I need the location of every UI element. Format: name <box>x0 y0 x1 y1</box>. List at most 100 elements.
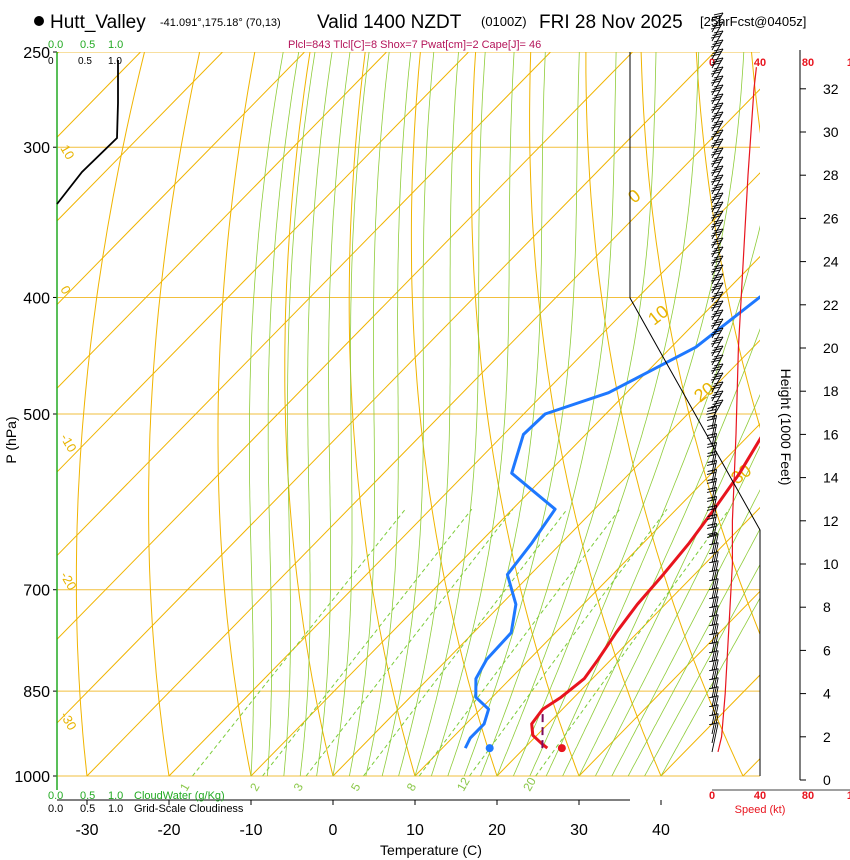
wind-barb-feather <box>707 478 717 481</box>
wind-barb-feather <box>707 442 717 445</box>
wind-barb-feather <box>713 93 724 97</box>
wind-barb-feather <box>707 460 717 463</box>
wind-barb-feather <box>713 102 724 106</box>
isotherm-0 <box>332 339 760 777</box>
mixing-ratio-2 <box>262 508 473 777</box>
wind-barb <box>709 704 719 735</box>
wind-barb-feather <box>712 393 722 396</box>
wind-barb-feather <box>707 433 717 436</box>
wind-barb-feather <box>713 111 724 115</box>
wind-barb-feather <box>713 75 724 79</box>
wind-barb-feather <box>710 71 721 75</box>
wind-barb-staff <box>711 650 719 681</box>
wind-barb-feather <box>710 197 721 201</box>
wind-barb-feather <box>710 368 721 372</box>
isotherm-label--10: -10 <box>57 431 79 455</box>
wind-barb-feather <box>712 195 722 198</box>
top-cloud-tick-0: 0.0 <box>48 39 63 51</box>
wind-barb-staff <box>711 587 719 618</box>
wind-barb-feather <box>713 84 724 88</box>
isotherm-label-0: 0 <box>624 185 644 207</box>
dry-adiabat <box>695 52 760 429</box>
wind-barb-staff <box>711 514 718 537</box>
wind-barb <box>706 406 718 429</box>
temperature-tick--30: -30 <box>75 822 98 839</box>
station-dot-icon <box>34 16 44 26</box>
wind-barb-feather <box>712 294 722 297</box>
wind-barb-feather <box>713 273 724 277</box>
wind-barb-feather <box>713 237 724 241</box>
wind-barb-feather <box>710 350 721 354</box>
wind-barb-feather <box>709 686 719 690</box>
wind-barb-feather <box>706 498 717 502</box>
wind-barb-feather <box>713 39 724 43</box>
height-tick-28: 28 <box>823 167 839 183</box>
wind-barb <box>709 641 719 672</box>
wind-barb-staff <box>711 478 718 501</box>
wind-barb-feather <box>713 363 724 367</box>
wind-barb-feather <box>712 375 722 378</box>
wind-barb-feather <box>710 44 721 48</box>
moist-adiabat <box>299 52 333 777</box>
wind-barb-feather <box>712 150 722 153</box>
wind-barb-feather <box>712 96 722 99</box>
wind-barb-feather <box>712 402 722 405</box>
dry-adiabat <box>471 52 580 777</box>
wind-barb-feather <box>710 89 721 93</box>
dry-adiabat <box>348 52 416 777</box>
stability-indices: Plcl=843 Tlcl[C]=8 Shox=7 Pwat[cm]=2 Cap… <box>288 39 541 51</box>
isotherm--100 <box>57 52 223 222</box>
isotherm--70 <box>57 52 469 473</box>
wind-barb-feather <box>706 453 717 457</box>
wind-barb-feather <box>709 614 719 618</box>
cloudiness-label: Grid-Scale Cloudiness <box>134 803 244 815</box>
wind-barb-staff <box>711 695 719 726</box>
wind-barb-feather <box>710 80 721 84</box>
wind-barb-feather <box>712 267 722 270</box>
wind-barb-feather <box>713 264 724 268</box>
wind-barb-feather <box>712 114 722 117</box>
wind-barb-feather <box>710 26 721 30</box>
wind-barb-feather <box>712 384 722 387</box>
wind-barb-feather <box>706 444 717 448</box>
height-tick-6: 6 <box>823 642 831 658</box>
wind-barb-feather <box>710 134 721 138</box>
wind-barb-feather <box>710 35 721 39</box>
wind-barb-feather <box>712 33 722 36</box>
wind-barb <box>709 659 719 690</box>
wind-barb-feather <box>712 303 722 306</box>
wind-barb-feather <box>707 406 717 409</box>
wind-barb-feather <box>706 435 717 439</box>
moist-adiabat <box>660 597 760 777</box>
wind-barb-staff <box>711 424 718 447</box>
wind-barb-feather <box>710 341 721 345</box>
wind-barb <box>710 39 724 60</box>
mixing-ratio-label-12: 12 <box>454 775 473 794</box>
isotherm--10 <box>250 255 760 777</box>
wind-barb <box>709 542 719 573</box>
temperature-tick-0: 0 <box>329 822 338 839</box>
dry-adiabat <box>284 52 334 777</box>
wind-barb <box>709 614 719 645</box>
station-name: Hutt_Valley <box>50 12 146 33</box>
moist-adiabat <box>283 52 316 777</box>
wind-barb-staff <box>711 415 718 438</box>
wind-barb <box>709 569 719 600</box>
temperature-tick-20: 20 <box>488 822 506 839</box>
pressure-axis: 250 300 400 500 700 850 1000 <box>14 45 57 786</box>
cloudiness-tick-0: 0.0 <box>48 803 63 815</box>
wind-barb-staff <box>711 451 718 474</box>
wind-barb-feather <box>709 569 719 573</box>
cloudiness-tick-1: 0.5 <box>80 803 95 815</box>
wind-barb-feather <box>706 480 717 484</box>
dry-adiabat <box>410 52 498 777</box>
wind-barb-feather <box>706 411 716 415</box>
temperature-tick--20: -20 <box>157 822 180 839</box>
mixing-ratio-1 <box>192 508 406 777</box>
speed-bottom-tick-0: 0 <box>709 790 715 802</box>
top-cloud-tick-1: 0.5 <box>80 39 95 51</box>
mixing-ratio-3 <box>305 508 514 777</box>
wind-barb-feather <box>709 722 719 726</box>
wind-barb-feather <box>713 183 724 187</box>
